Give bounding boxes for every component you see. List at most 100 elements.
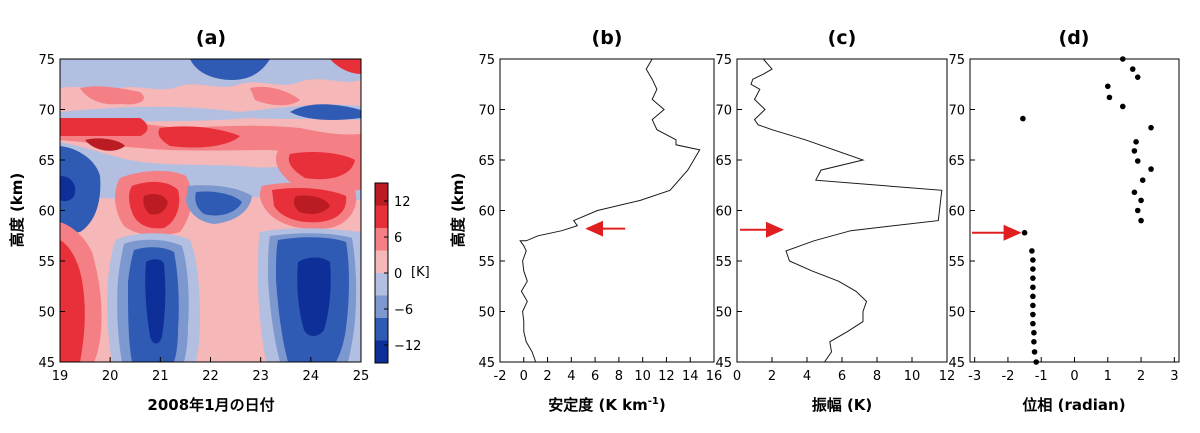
x-tick-label: 20 bbox=[102, 369, 119, 384]
panel-c-label: (c) bbox=[828, 27, 857, 49]
panel-c-amplitude-profile: (c) 0 2 4 6 8 10 12 45 50 55 60 65 70 75 振幅 (K) bbox=[715, 27, 955, 414]
y-tick-label: 70 bbox=[38, 104, 55, 119]
phase-point bbox=[1133, 139, 1139, 145]
phase-point bbox=[1033, 359, 1040, 365]
x-tick-label: 2 bbox=[768, 369, 776, 384]
y-tick-label: 60 bbox=[478, 205, 495, 220]
phase-point bbox=[1138, 217, 1144, 224]
y-tick-label: 45 bbox=[948, 356, 965, 371]
y-tick-label: 65 bbox=[715, 154, 732, 169]
y-tick-label: 60 bbox=[715, 205, 732, 220]
panel-a-x-ticks: 19 20 21 22 23 24 25 bbox=[52, 357, 369, 384]
y-tick-label: 65 bbox=[38, 154, 55, 169]
colorbar-segment bbox=[375, 273, 388, 296]
phase-point bbox=[1106, 94, 1113, 101]
y-tick-label: 45 bbox=[478, 356, 495, 371]
x-tick-label: 2 bbox=[543, 369, 551, 384]
y-tick-label: 50 bbox=[478, 306, 495, 321]
phase-point bbox=[1134, 207, 1141, 214]
panel-c-series bbox=[750, 58, 943, 363]
x-tick-label: 6 bbox=[591, 369, 599, 384]
x-tick-label: 2 bbox=[1137, 369, 1145, 384]
panel-b-ylabel: 高度 (km) bbox=[449, 173, 467, 248]
x-tick-label: 24 bbox=[303, 369, 320, 384]
phase-point bbox=[1021, 229, 1028, 236]
x-tick-label: 22 bbox=[202, 369, 219, 384]
x-tick-label: -2 bbox=[494, 369, 507, 384]
phase-point bbox=[1104, 83, 1111, 90]
phase-point bbox=[1119, 56, 1126, 62]
x-tick-label: 0 bbox=[733, 369, 741, 384]
colorbar-segment bbox=[375, 228, 388, 251]
colorbar: 12 6 0 −6 −12 bbox=[374, 182, 421, 364]
y-tick-label: 65 bbox=[948, 154, 965, 169]
x-tick-label: 12 bbox=[939, 369, 956, 384]
x-tick-label: 19 bbox=[52, 369, 69, 384]
panel-c-y-ticks: 45 50 55 60 65 70 75 bbox=[715, 53, 742, 371]
panel-c-frame bbox=[736, 58, 948, 363]
phase-point bbox=[1030, 266, 1036, 272]
y-tick-label: 70 bbox=[948, 104, 965, 119]
y-tick-label: 70 bbox=[478, 104, 495, 119]
phase-point bbox=[1030, 302, 1036, 309]
x-tick-label: 4 bbox=[803, 369, 811, 384]
panel-d-frame bbox=[969, 58, 1180, 363]
panel-b-xlabel: 安定度 (K km-1) bbox=[548, 396, 666, 414]
phase-point bbox=[1030, 311, 1036, 318]
colorbar-segment bbox=[375, 318, 388, 341]
y-tick-label: 55 bbox=[478, 255, 495, 270]
phase-point bbox=[1138, 197, 1144, 204]
phase-point bbox=[1119, 103, 1126, 110]
y-tick-label: 50 bbox=[948, 306, 965, 321]
phase-point bbox=[1029, 248, 1035, 254]
phase-point bbox=[1030, 275, 1036, 281]
x-tick-label: 4 bbox=[567, 369, 575, 384]
panel-a-xlabel: 2008年1月の日付 bbox=[147, 396, 274, 414]
panel-b-x-ticks: -2 0 2 4 6 8 10 12 14 16 bbox=[494, 357, 722, 384]
colorbar-segment bbox=[375, 250, 388, 273]
x-tick-label: 0 bbox=[1070, 369, 1078, 384]
x-tick-label: 21 bbox=[152, 369, 169, 384]
phase-point bbox=[1031, 349, 1038, 355]
y-tick-label: 70 bbox=[715, 104, 732, 119]
contour-field bbox=[60, 59, 361, 362]
y-tick-label: 60 bbox=[38, 205, 55, 220]
panel-b-series bbox=[519, 58, 701, 363]
colorbar-segment bbox=[375, 295, 388, 318]
x-tick-label: 10 bbox=[634, 369, 651, 384]
x-tick-label: 8 bbox=[873, 369, 881, 384]
colorbar-segment bbox=[375, 183, 388, 206]
x-tick-label: 0 bbox=[520, 369, 528, 384]
panel-c-xlabel: 振幅 (K) bbox=[812, 396, 873, 414]
panel-a-label: (a) bbox=[196, 27, 226, 49]
profile-line bbox=[519, 58, 701, 363]
phase-point bbox=[1020, 115, 1026, 122]
panel-c-x-ticks: 0 2 4 6 8 10 12 bbox=[733, 357, 955, 384]
phase-point bbox=[1030, 257, 1036, 263]
x-tick-label: 1 bbox=[1104, 369, 1112, 384]
phase-point bbox=[1148, 166, 1154, 172]
panel-b-y-ticks: 45 50 55 60 65 70 75 bbox=[478, 53, 505, 371]
x-tick-label: 14 bbox=[682, 369, 699, 384]
y-tick-label: 75 bbox=[715, 53, 732, 68]
panel-d-x-ticks: -3 -2 -1 0 1 2 3 bbox=[968, 357, 1178, 384]
x-tick-label: -1 bbox=[1035, 369, 1048, 384]
phase-point bbox=[1030, 293, 1036, 300]
y-tick-label: 75 bbox=[38, 53, 55, 68]
phase-point bbox=[1131, 189, 1138, 196]
phase-point bbox=[1148, 124, 1154, 131]
phase-point bbox=[1030, 320, 1036, 327]
x-tick-label: 8 bbox=[615, 369, 623, 384]
panel-b-label: (b) bbox=[592, 27, 623, 49]
y-tick-label: 65 bbox=[478, 154, 495, 169]
y-tick-label: 50 bbox=[715, 306, 732, 321]
y-tick-label: 60 bbox=[948, 205, 965, 220]
x-tick-label: 12 bbox=[658, 369, 675, 384]
y-tick-label: 55 bbox=[715, 255, 732, 270]
phase-point bbox=[1134, 158, 1141, 164]
phase-point bbox=[1031, 329, 1037, 336]
x-tick-label: 23 bbox=[252, 369, 269, 384]
panel-b-stability-profile: (b) -2 0 2 4 6 8 10 12 14 16 45 50 55 60 65 70 75 安定度 (… bbox=[449, 27, 722, 414]
phase-point bbox=[1031, 339, 1037, 345]
